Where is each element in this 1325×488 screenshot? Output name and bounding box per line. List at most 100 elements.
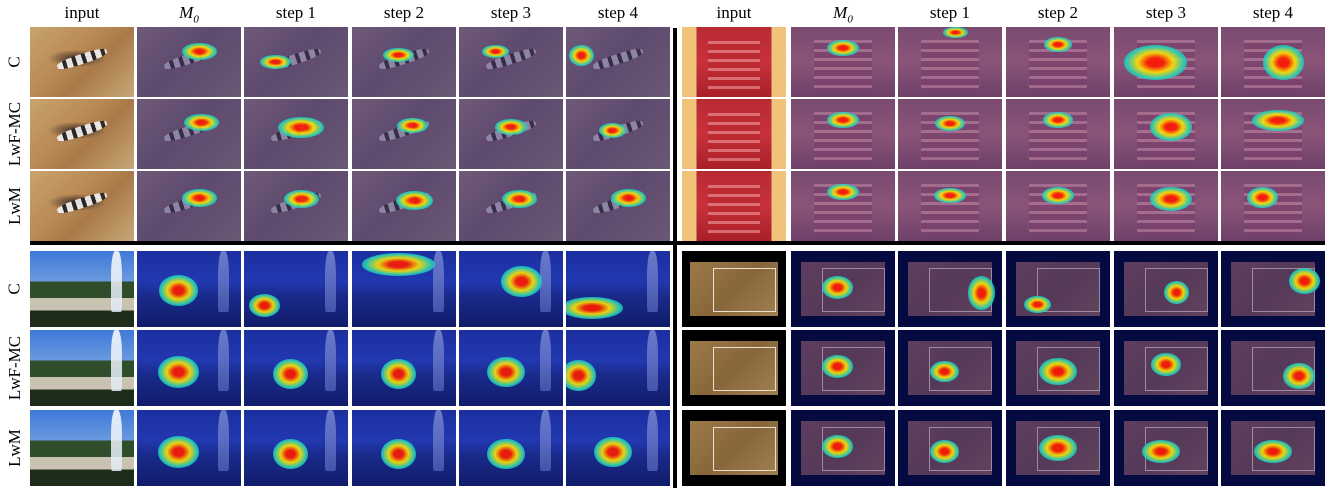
salamander-attention-map <box>137 171 241 241</box>
fountain-tile-r2-c2 <box>244 410 348 486</box>
fountain-tile-r1-c1 <box>137 330 241 406</box>
salamander-input-image <box>30 171 134 241</box>
heatmap-blob <box>273 358 309 390</box>
field-attention-map <box>1221 251 1325 327</box>
fountain-tile-r0-c5 <box>566 251 670 327</box>
salamander-attention-map <box>137 99 241 169</box>
phone-tile-r0-c3 <box>1006 27 1110 97</box>
column-header-left-4: step 3 <box>490 3 532 22</box>
fountain-input-image <box>30 330 134 406</box>
field-tile-r0-c3 <box>1006 251 1110 327</box>
heatmap-blob <box>1124 44 1187 80</box>
heatmap-blob <box>181 188 218 207</box>
phone-input-image <box>682 27 786 97</box>
vertical-divider <box>673 28 677 488</box>
heatmap-blob <box>183 114 220 132</box>
salamander-attention-map <box>137 27 241 97</box>
row-label-bottom-0: C <box>4 251 26 327</box>
field-tile-r1-c2 <box>898 330 1002 406</box>
salamander-tile-r1-c3 <box>352 99 456 169</box>
m0-symbol: M <box>179 3 194 22</box>
heatmap-blob <box>1142 440 1180 464</box>
heatmap-blob <box>500 266 543 297</box>
phone-tile-r0-c1 <box>791 27 895 97</box>
field-tile-r2-c3 <box>1006 410 1110 486</box>
field-tile-r2-c1 <box>791 410 895 486</box>
salamander-input-image <box>30 27 134 97</box>
phone-tile-r0-c5 <box>1221 27 1325 97</box>
fountain-tile-r1-c0 <box>30 330 134 406</box>
fountain-tile-r0-c1 <box>137 251 241 327</box>
salamander-tile-r2-c4 <box>459 171 563 241</box>
phone-tile-r2-c0 <box>682 171 786 241</box>
fountain-tile-r0-c4 <box>459 251 563 327</box>
fountain-input-image <box>30 410 134 486</box>
heatmap-blob <box>259 55 291 69</box>
field-tile-r0-c2 <box>898 251 1002 327</box>
fountain-attention-map <box>352 330 456 406</box>
salamander-tile-r0-c3 <box>352 27 456 97</box>
row-label-text: C <box>5 56 24 68</box>
heatmap-blob <box>383 48 415 62</box>
field-tile-r0-c0 <box>682 251 786 327</box>
field-tile-r0-c4 <box>1114 251 1218 327</box>
field-attention-map <box>1006 251 1110 327</box>
fountain-tile-r1-c3 <box>352 330 456 406</box>
heatmap-blob <box>487 438 525 470</box>
row-label-text: LwM <box>5 429 24 467</box>
field-tile-r1-c5 <box>1221 330 1325 406</box>
fountain-attention-map <box>352 410 456 486</box>
heatmap-blob <box>1039 358 1077 386</box>
field-tile-r2-c0 <box>682 410 786 486</box>
heatmap-blob <box>1288 268 1320 295</box>
phone-attention-map <box>898 27 1002 97</box>
salamander-tile-r2-c2 <box>244 171 348 241</box>
phone-tile-r1-c2 <box>898 99 1002 169</box>
column-header-right-3: step 2 <box>1037 3 1079 22</box>
heatmap-blob <box>1252 109 1305 131</box>
phone-tile-r0-c4 <box>1114 27 1218 97</box>
fountain-input-image <box>30 251 134 327</box>
heatmap-blob <box>566 360 597 391</box>
salamander-tile-r0-c4 <box>459 27 563 97</box>
heatmap-blob <box>181 43 218 60</box>
heatmap-blob <box>395 190 434 211</box>
heatmap-blob <box>1283 362 1315 389</box>
heatmap-blob <box>942 27 968 39</box>
column-header-right-5: step 4 <box>1252 3 1294 22</box>
heatmap-blob <box>362 253 436 277</box>
heatmap-blob <box>822 276 854 299</box>
phone-tile-r0-c2 <box>898 27 1002 97</box>
heatmap-blob <box>1039 435 1077 461</box>
heatmap-blob <box>935 115 965 132</box>
phone-tile-r1-c0 <box>682 99 786 169</box>
fountain-tile-r2-c4 <box>459 410 563 486</box>
heatmap-blob <box>481 45 509 58</box>
column-header-left-1: M0 <box>137 2 241 25</box>
column-header-left-2: step 1 <box>275 3 317 22</box>
fountain-tile-r2-c3 <box>352 410 456 486</box>
field-tile-r1-c1 <box>791 330 895 406</box>
fountain-tile-r1-c5 <box>566 330 670 406</box>
phone-tile-r2-c5 <box>1221 171 1325 241</box>
salamander-tile-r1-c2 <box>244 99 348 169</box>
heatmap-blob <box>599 122 627 139</box>
heatmap-blob <box>967 276 995 310</box>
salamander-tile-r0-c1 <box>137 27 241 97</box>
heatmap-blob <box>1023 295 1051 313</box>
m0-subscript: 0 <box>847 13 853 26</box>
heatmap-blob <box>1042 187 1074 204</box>
fountain-tile-r2-c0 <box>30 410 134 486</box>
heatmap-blob <box>1043 112 1073 128</box>
heatmap-blob <box>396 117 428 134</box>
fountain-tile-r0-c3 <box>352 251 456 327</box>
heatmap-blob <box>249 294 281 318</box>
heatmap-blob <box>822 435 854 458</box>
row-label-text: LwM <box>5 187 24 225</box>
heatmap-blob <box>495 119 527 135</box>
heatmap-blob <box>1150 187 1192 211</box>
heatmap-blob <box>381 438 417 470</box>
heatmap-blob <box>273 438 309 470</box>
field-tile-r0-c5 <box>1221 251 1325 327</box>
phone-tile-r1-c4 <box>1114 99 1218 169</box>
